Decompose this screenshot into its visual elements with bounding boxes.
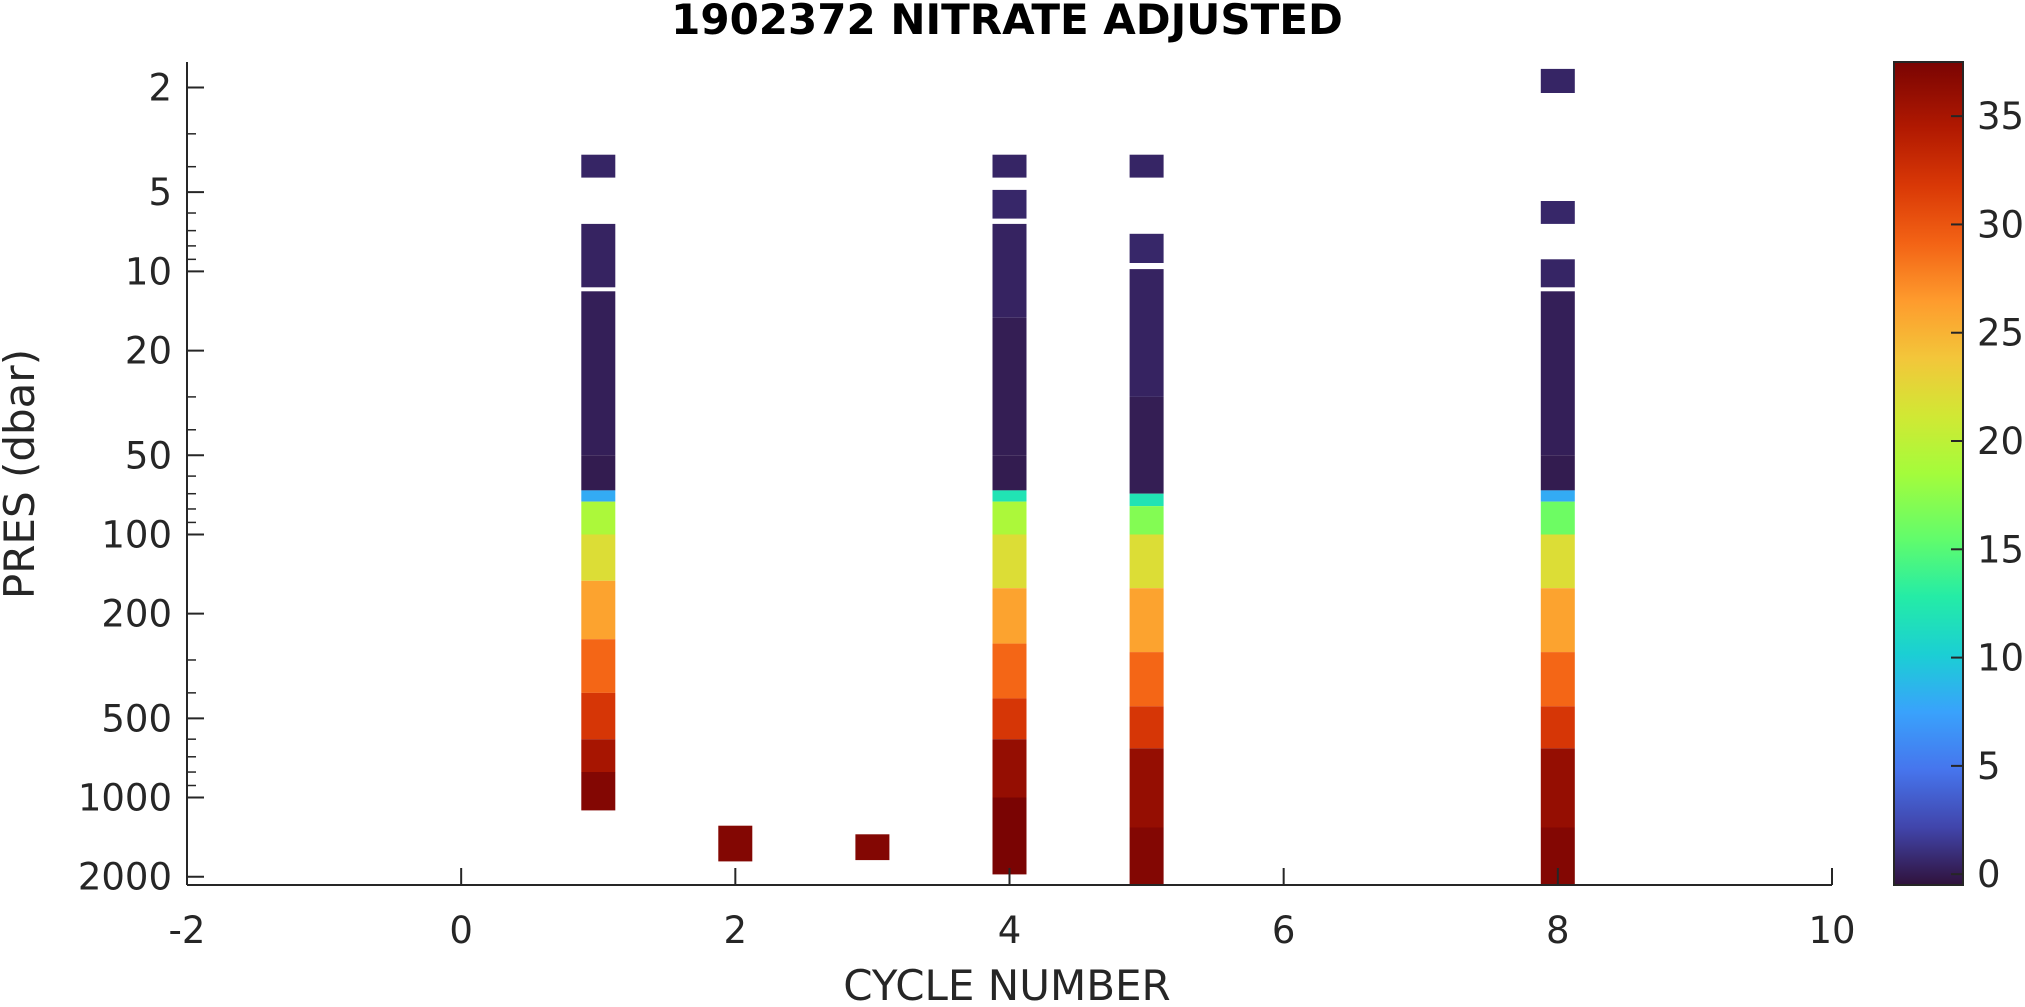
colorbar-tick-label: 15 (1977, 528, 2024, 571)
y-axis-label: PRES (dbar) (0, 349, 44, 599)
y-tick-label: 50 (125, 434, 172, 477)
x-tick-label: 8 (1546, 909, 1570, 952)
x-tick-label: 4 (998, 909, 1022, 952)
profile-segment-cycle-5 (1129, 827, 1164, 885)
profile-segment-cycle-1 (581, 772, 616, 811)
profile-segment-cycle-4 (992, 154, 1027, 178)
profile-segment-cycle-4 (992, 189, 1027, 219)
profile-segment-cycle-1 (581, 692, 616, 740)
profile-segment-cycle-4 (992, 317, 1027, 456)
y-tick-label: 2000 (78, 856, 172, 899)
chart-title: 1902372 NITRATE ADJUSTED (671, 0, 1343, 44)
profile-segment-cycle-5 (1129, 588, 1164, 653)
y-tick-label: 100 (101, 513, 172, 556)
y-tick-label: 20 (125, 330, 172, 373)
profile-segment-cycle-1 (581, 580, 616, 640)
x-tick-label: 10 (1808, 909, 1855, 952)
y-tick-label: 2 (148, 66, 172, 109)
profile-segment-cycle-1 (581, 223, 616, 288)
profile-segment-cycle-4 (992, 223, 1027, 318)
profile-segment-cycle-5 (1129, 652, 1164, 707)
x-axis-label: CYCLE NUMBER (843, 961, 1171, 1007)
colorbar-tick-label: 25 (1977, 312, 2024, 355)
profile-segment-cycle-4 (992, 501, 1027, 535)
profile-segment-cycle-8 (1540, 501, 1575, 535)
x-tick-label: 2 (724, 909, 748, 952)
colorbar-tick-label: 30 (1977, 203, 2024, 246)
profile-segment-cycle-5 (1129, 748, 1164, 828)
profile-segment-cycle-8 (1540, 291, 1575, 456)
axes: -2 0 2 4 6 8 10 2 5 10 20 50 100 200 500 1000 2000 (78, 62, 1856, 952)
profile-segment-cycle-8 (1540, 706, 1575, 749)
profile-segment-cycle-4 (992, 455, 1027, 491)
profiles-layer (581, 68, 1575, 885)
profile-segment-cycle-2 (718, 825, 753, 862)
profile-segment-cycle-8 (1540, 201, 1575, 224)
profile-segment-cycle-8 (1540, 455, 1575, 491)
y-tick-label: 500 (101, 697, 172, 740)
profile-segment-cycle-1 (581, 739, 616, 773)
colorbar-tick-label: 35 (1977, 95, 2024, 138)
profile-segment-cycle-5 (1129, 269, 1164, 397)
profile-segment-cycle-8 (1540, 259, 1575, 288)
profile-segment-cycle-1 (581, 501, 616, 535)
x-tick-label: 0 (449, 909, 473, 952)
profile-segment-cycle-5 (1129, 396, 1164, 494)
profile-segment-cycle-4 (992, 588, 1027, 644)
profile-segment-cycle-1 (581, 490, 616, 502)
colorbar-tick-label: 5 (1977, 745, 2001, 788)
x-tick-label: -2 (169, 909, 206, 952)
profile-segment-cycle-4 (992, 643, 1027, 699)
profile-segment-cycle-5 (1129, 706, 1164, 749)
x-tick-label: 6 (1272, 909, 1296, 952)
profile-segment-cycle-5 (1129, 506, 1164, 535)
profile-segment-cycle-4 (992, 490, 1027, 502)
profile-segment-cycle-8 (1540, 652, 1575, 707)
profile-segment-cycle-8 (1540, 748, 1575, 828)
profile-segment-cycle-8 (1540, 68, 1575, 93)
y-tick-label: 200 (101, 593, 172, 636)
colorbar-tick-label: 0 (1977, 853, 2001, 896)
profile-segment-cycle-5 (1129, 154, 1164, 178)
profile-segment-cycle-4 (992, 797, 1027, 875)
profile-segment-cycle-5 (1129, 233, 1164, 263)
profile-segment-cycle-8 (1540, 490, 1575, 502)
colorbar-tick-label: 20 (1977, 420, 2024, 463)
profile-segment-cycle-1 (581, 154, 616, 178)
profile-segment-cycle-8 (1540, 588, 1575, 653)
y-tick-label: 5 (148, 171, 172, 214)
y-tick-label: 1000 (78, 777, 172, 820)
y-tick-label: 10 (125, 250, 172, 293)
colorbar-tick-label: 10 (1977, 637, 2024, 680)
profile-segment-cycle-3 (855, 834, 890, 861)
profile-segment-cycle-8 (1540, 534, 1575, 589)
profile-segment-cycle-1 (581, 639, 616, 693)
profile-segment-cycle-5 (1129, 534, 1164, 589)
profile-segment-cycle-1 (581, 291, 616, 456)
colorbar-gradient (1893, 61, 1964, 886)
colorbar: 0 5 10 15 20 25 30 35 (1893, 61, 2024, 896)
profile-segment-cycle-1 (581, 534, 616, 581)
profile-segment-cycle-1 (581, 455, 616, 491)
profile-segment-cycle-4 (992, 739, 1027, 798)
profile-segment-cycle-5 (1129, 493, 1164, 507)
profile-segment-cycle-4 (992, 534, 1027, 589)
profile-segment-cycle-4 (992, 698, 1027, 740)
